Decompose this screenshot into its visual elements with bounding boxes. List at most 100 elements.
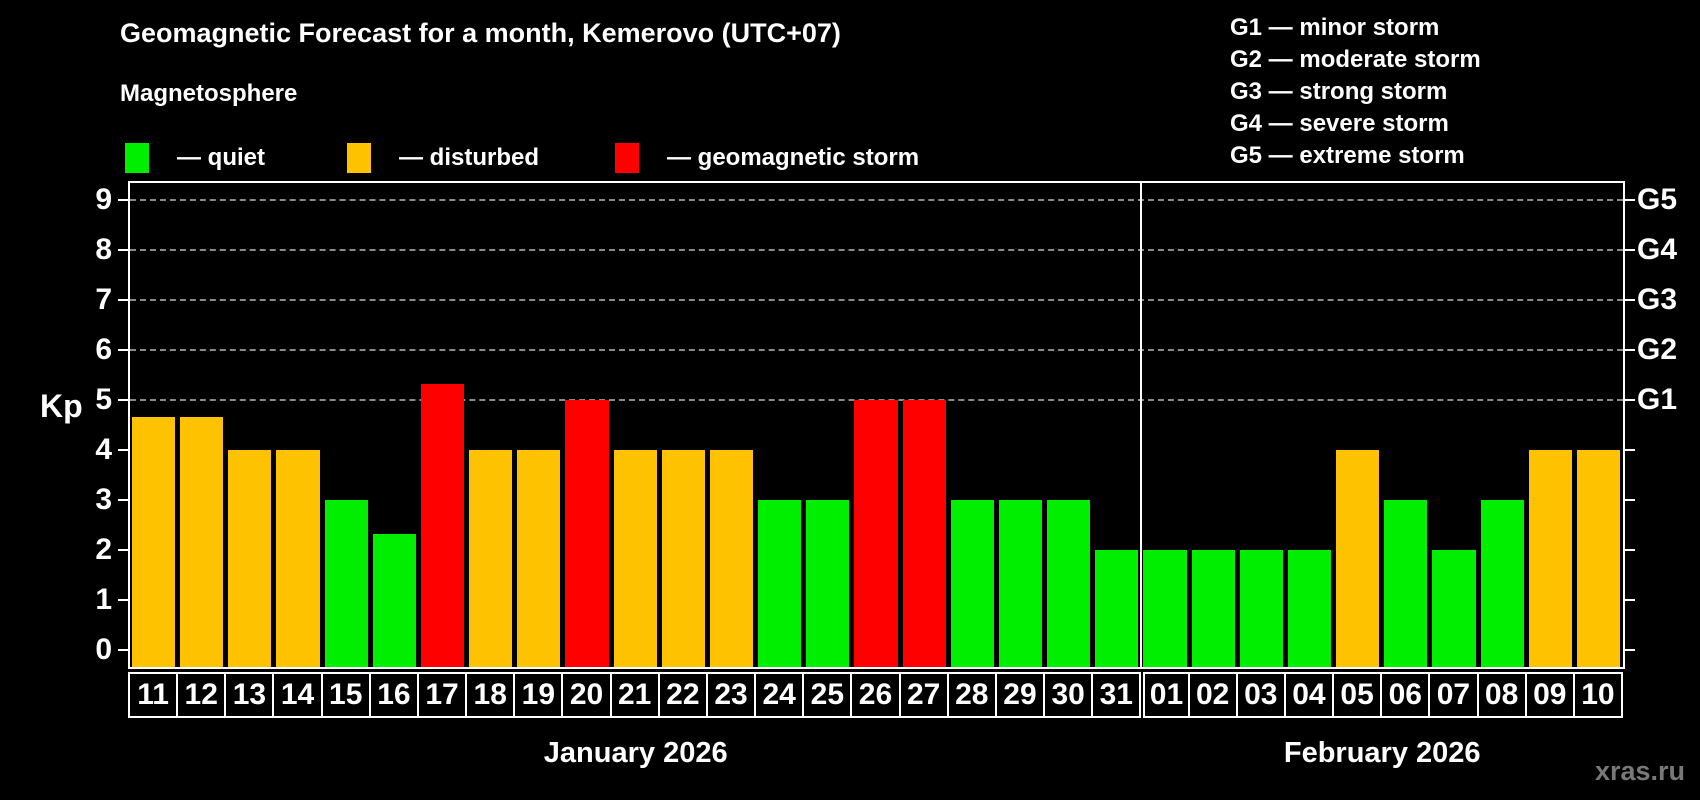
watermark: xras.ru <box>1594 756 1685 786</box>
y-tick-right-0 <box>1625 649 1635 651</box>
day-label-22: 22 <box>657 672 708 718</box>
storm-scale-line-5: G5 — extreme storm <box>1230 142 1465 169</box>
day-label-31: 31 <box>1091 672 1142 718</box>
kp-bar-day-08 <box>1480 500 1524 667</box>
day-label-02: 02 <box>1187 672 1238 718</box>
day-label-19: 19 <box>513 672 564 718</box>
y-tick-left-1 <box>118 599 128 601</box>
legend-label-quiet: — quiet <box>177 144 265 171</box>
day-label-23: 23 <box>705 672 757 718</box>
kp-bar-day-02 <box>1191 550 1235 667</box>
kp-bar-day-25 <box>806 500 850 667</box>
day-label-24: 24 <box>754 672 805 718</box>
day-label-09: 09 <box>1524 672 1575 718</box>
legend-item-storm: — geomagnetic storm <box>615 143 919 173</box>
kp-bar-day-07 <box>1432 550 1476 667</box>
legend-label-storm: — geomagnetic storm <box>667 144 920 171</box>
y-axis-title: Kp <box>40 388 83 424</box>
kp-bar-day-15 <box>324 500 368 667</box>
day-label-04: 04 <box>1283 672 1335 718</box>
storm-scale-line-4: G4 — severe storm <box>1230 110 1449 137</box>
day-label-14: 14 <box>272 672 323 718</box>
y-tick-right-9 <box>1625 199 1635 201</box>
legend-label-disturbed: — disturbed <box>399 144 540 171</box>
kp-bar-day-13 <box>228 450 272 667</box>
day-label-28: 28 <box>946 672 997 718</box>
plot-area: 0 1 2 3 4 5 6 7 8 9 G1 G2 G3 G4 G5 <box>95 181 1677 669</box>
day-label-10: 10 <box>1572 672 1623 718</box>
y-tick-label-6: 6 <box>95 333 112 366</box>
storm-scale-legend: G1 — minor storm G2 — moderate storm G3 — … <box>1230 12 1481 172</box>
day-label-29: 29 <box>994 672 1046 718</box>
kp-bar-day-10 <box>1576 450 1620 667</box>
kp-bar-day-06 <box>1384 500 1428 667</box>
y-tick-label-1: 1 <box>95 583 112 616</box>
month-label-1: February 2026 <box>1283 737 1481 769</box>
day-label-21: 21 <box>609 672 660 718</box>
day-label-17: 17 <box>416 672 468 718</box>
kp-bar-day-19 <box>517 450 561 667</box>
g-axis-label-G4: G4 <box>1637 233 1678 266</box>
y-tick-right-2 <box>1625 549 1635 551</box>
kp-bar-day-22 <box>661 450 705 667</box>
quiet-color-swatch <box>125 143 149 173</box>
month-separator-0 <box>1140 183 1143 667</box>
day-label-15: 15 <box>320 672 371 718</box>
day-label-11: 11 <box>128 672 179 718</box>
kp-bar-day-11 <box>132 416 176 667</box>
day-label-18: 18 <box>465 672 516 718</box>
g-axis-label-G5: G5 <box>1637 183 1678 216</box>
y-tick-left-0 <box>118 649 128 651</box>
kp-bar-day-28 <box>950 500 994 667</box>
day-label-16: 16 <box>368 672 419 718</box>
kp-bar-day-20 <box>565 400 609 667</box>
kp-bar-day-30 <box>1047 500 1091 667</box>
y-tick-left-3 <box>118 499 128 501</box>
y-tick-left-5 <box>118 399 128 401</box>
day-label-26: 26 <box>850 672 901 718</box>
kp-bar-day-27 <box>902 400 946 667</box>
legend-item-disturbed: — disturbed <box>347 143 539 173</box>
kp-bar-day-14 <box>276 450 320 667</box>
y-tick-label-3: 3 <box>95 483 112 516</box>
legend-item-quiet: — quiet <box>125 143 265 173</box>
y-tick-right-5 <box>1625 399 1635 401</box>
page-title: Geomagnetic Forecast for a month, Kemero… <box>120 18 841 48</box>
gridline-kp8 <box>130 249 1623 251</box>
day-label-06: 06 <box>1380 672 1431 718</box>
kp-bar-day-16 <box>372 533 416 667</box>
day-label-30: 30 <box>1043 672 1094 718</box>
kp-bar-day-24 <box>758 500 802 667</box>
y-tick-label-8: 8 <box>95 233 112 266</box>
day-label-08: 08 <box>1476 672 1527 718</box>
kp-bar-day-18 <box>469 450 513 667</box>
y-tick-left-4 <box>118 449 128 451</box>
day-label-13: 13 <box>224 672 275 718</box>
day-label-25: 25 <box>802 672 853 718</box>
storm-scale-line-3: G3 — strong storm <box>1230 78 1448 105</box>
day-label-01: 01 <box>1143 672 1190 718</box>
y-tick-left-6 <box>118 349 128 351</box>
y-tick-label-7: 7 <box>95 283 112 316</box>
y-tick-right-8 <box>1625 249 1635 251</box>
storm-color-swatch <box>615 143 639 173</box>
kp-bar-day-09 <box>1528 450 1572 667</box>
storm-scale-line-1: G1 — minor storm <box>1230 14 1440 41</box>
kp-bar-day-23 <box>709 450 754 667</box>
g-axis-label-G2: G2 <box>1637 333 1678 366</box>
g-axis-label-G1: G1 <box>1637 383 1678 416</box>
y-tick-right-3 <box>1625 499 1635 501</box>
day-label-20: 20 <box>561 672 612 718</box>
y-tick-label-2: 2 <box>95 533 112 566</box>
kp-bar-day-29 <box>998 500 1043 667</box>
kp-bar-day-26 <box>854 400 898 667</box>
g-axis-label-G3: G3 <box>1637 283 1678 316</box>
storm-scale-line-2: G2 — moderate storm <box>1230 46 1481 73</box>
day-label-07: 07 <box>1428 672 1479 718</box>
day-label-27: 27 <box>898 672 949 718</box>
y-tick-label-4: 4 <box>95 433 112 466</box>
y-tick-left-9 <box>118 199 128 201</box>
gridline-kp6 <box>130 349 1623 351</box>
y-tick-right-1 <box>1625 599 1635 601</box>
